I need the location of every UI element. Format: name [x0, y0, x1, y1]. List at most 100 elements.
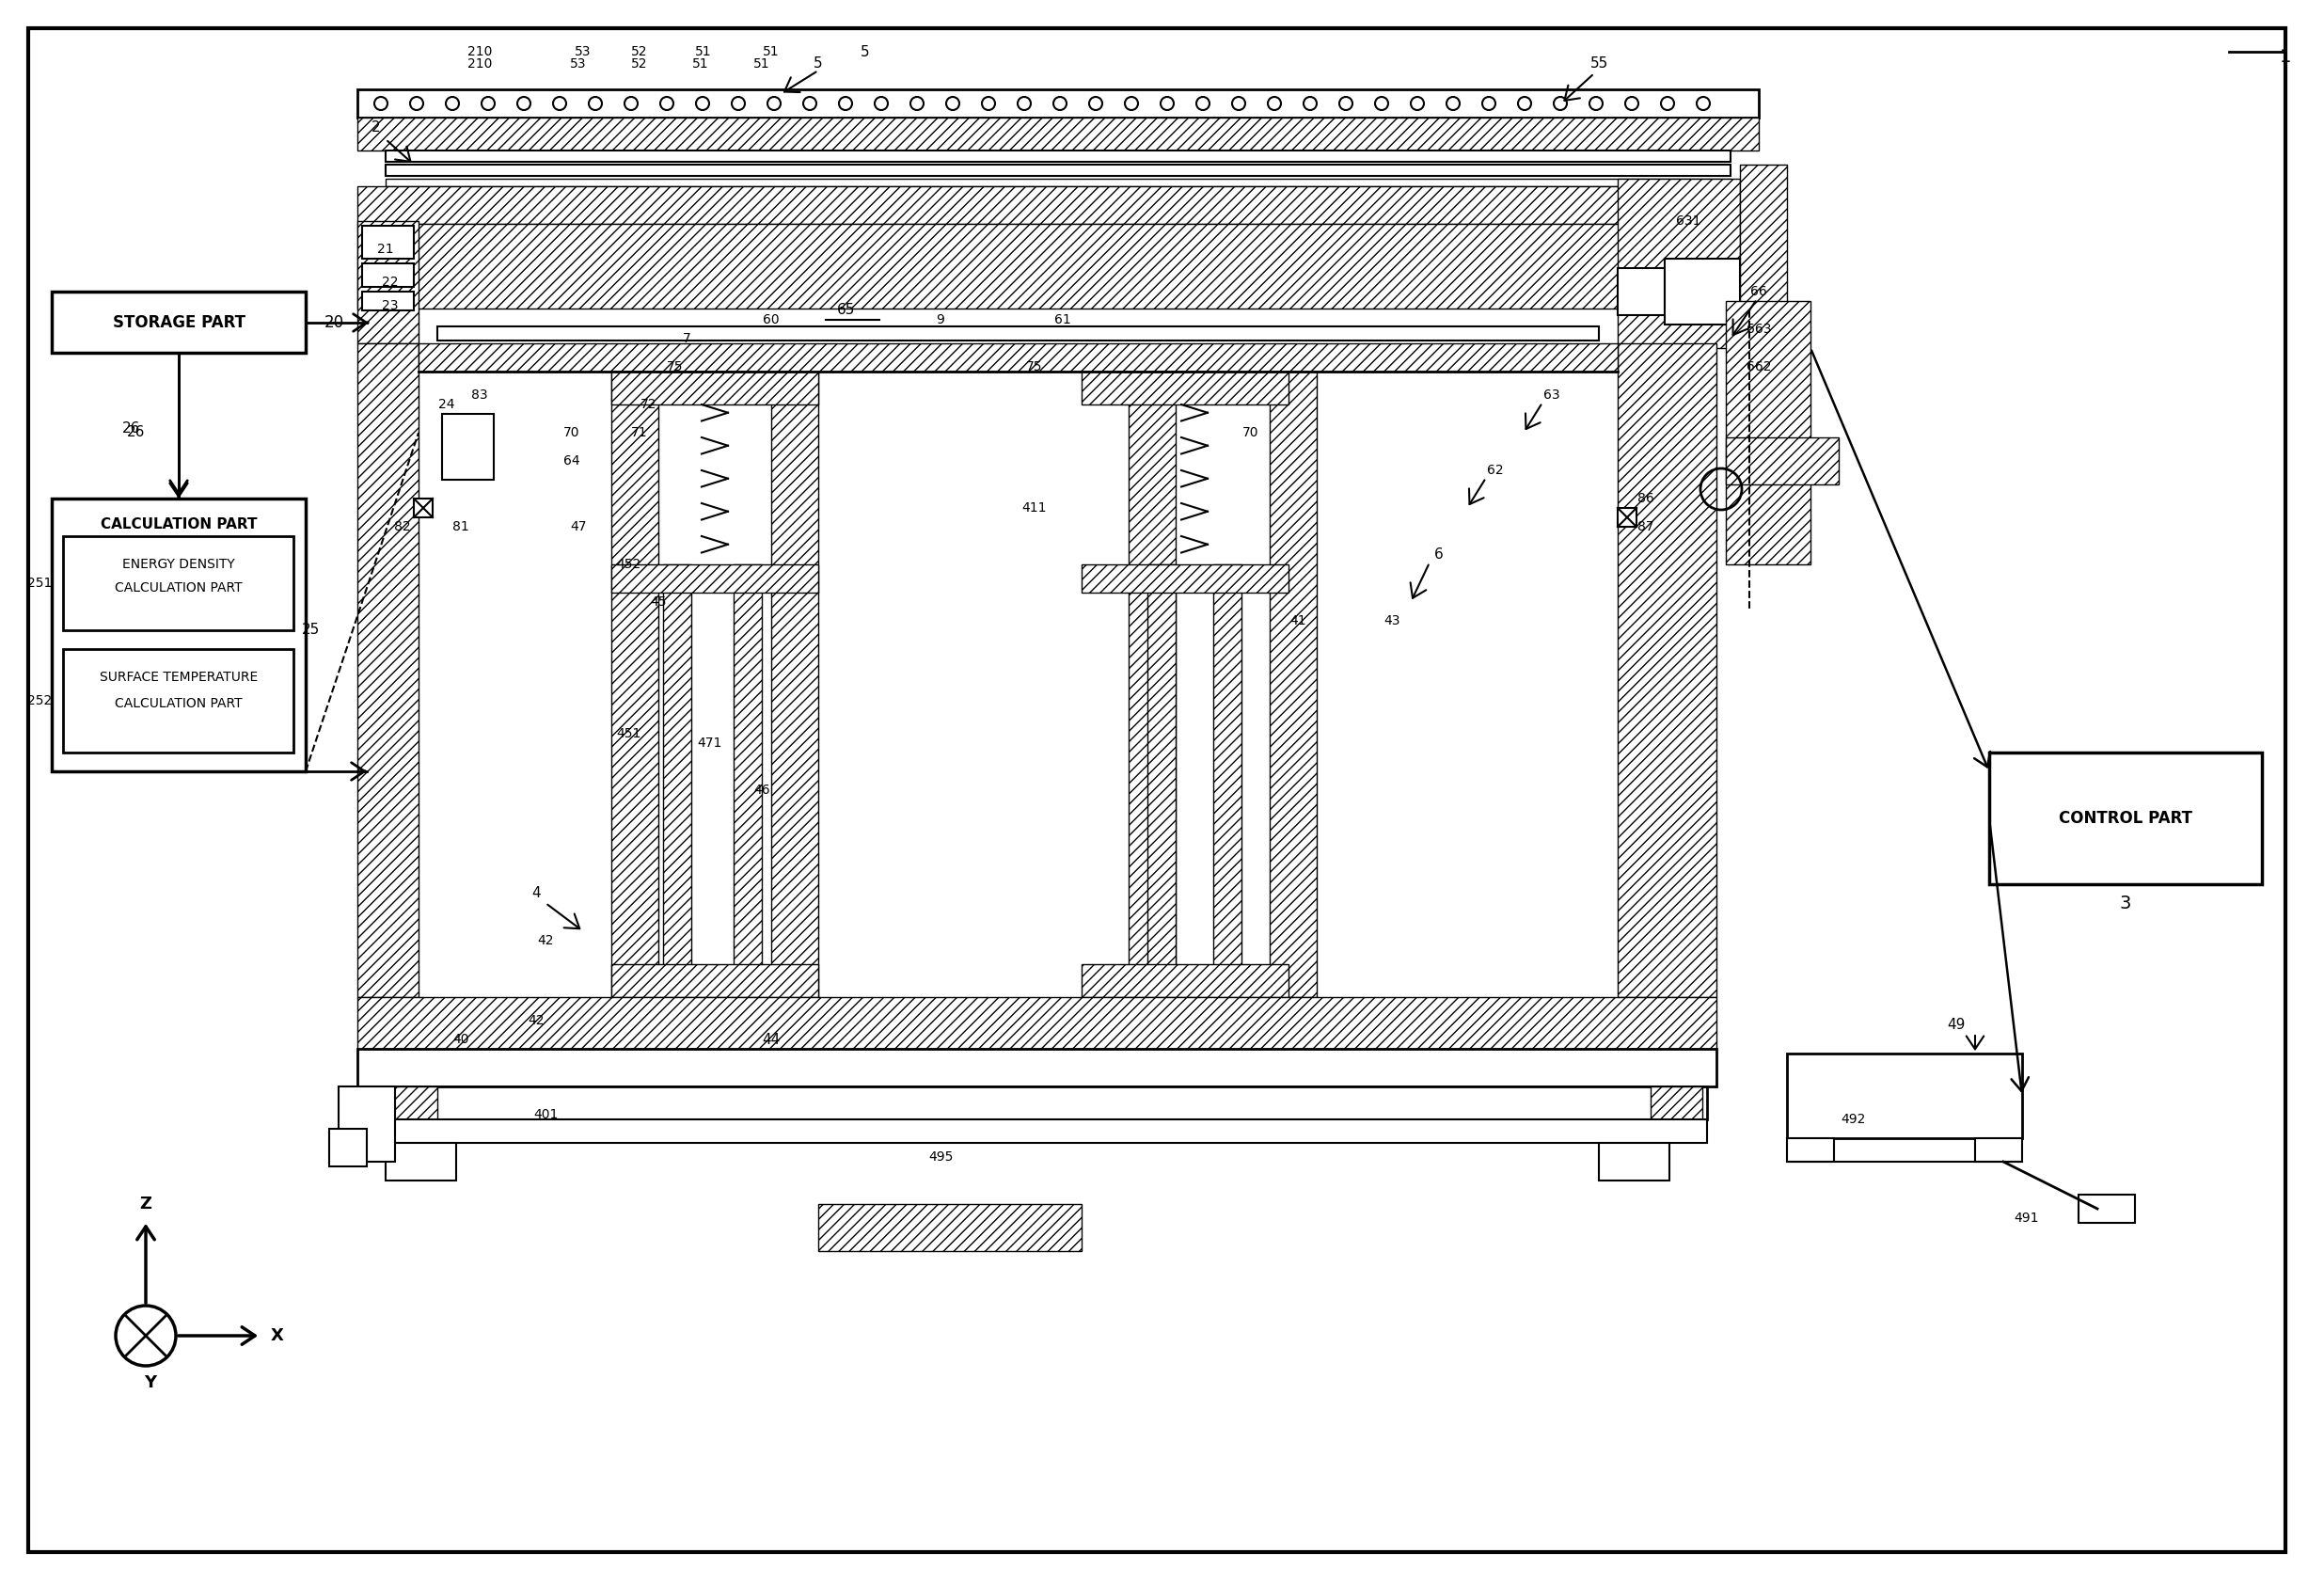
Text: 5: 5	[860, 44, 869, 59]
Text: 24: 24	[439, 398, 456, 411]
Text: X: X	[272, 1327, 284, 1344]
Bar	[1650, 1086, 1701, 1119]
Text: ENERGY DENSITY: ENERGY DENSITY	[123, 558, 235, 571]
Text: 452: 452	[616, 558, 641, 571]
Text: 6: 6	[1434, 548, 1443, 563]
Bar	[330, 1129, 367, 1167]
Bar	[662, 564, 690, 978]
Bar	[386, 179, 1731, 187]
Bar	[2078, 1195, 2136, 1224]
Text: SURFACE TEMPERATURE: SURFACE TEMPERATURE	[100, 670, 258, 683]
Bar	[358, 117, 1759, 151]
Bar	[418, 344, 1618, 371]
Text: 1: 1	[2280, 48, 2291, 65]
Text: 662: 662	[1745, 360, 1771, 374]
Text: 65: 65	[837, 303, 855, 317]
Text: 62: 62	[1487, 464, 1504, 477]
Bar	[358, 89, 1759, 117]
Text: 70: 70	[565, 426, 581, 439]
Bar	[611, 564, 818, 593]
Text: 86: 86	[1638, 491, 1655, 506]
Bar	[1081, 964, 1287, 997]
Text: 53: 53	[574, 44, 590, 59]
Bar	[1129, 371, 1176, 997]
Text: 43: 43	[1383, 615, 1399, 628]
Text: 75: 75	[667, 360, 683, 374]
Text: 51: 51	[693, 57, 709, 71]
Text: 81: 81	[453, 520, 469, 533]
Text: 663: 663	[1745, 323, 1771, 336]
Text: 51: 51	[753, 57, 769, 71]
Text: 55: 55	[1590, 57, 1608, 71]
Bar	[386, 1143, 456, 1181]
Text: STORAGE PART: STORAGE PART	[112, 314, 244, 331]
Bar	[437, 327, 1599, 341]
Bar	[1975, 1138, 2022, 1162]
Bar	[1741, 165, 1787, 353]
Text: 63: 63	[1543, 388, 1559, 401]
Text: 66: 66	[1750, 285, 1766, 298]
Bar	[1618, 344, 1717, 997]
Text: 42: 42	[537, 934, 553, 948]
Bar	[51, 499, 307, 772]
Text: 451: 451	[616, 728, 641, 740]
Bar	[363, 263, 414, 287]
Text: CALCULATION PART: CALCULATION PART	[114, 697, 242, 710]
Text: 7: 7	[683, 331, 690, 346]
Text: 9: 9	[937, 314, 944, 327]
Bar	[1787, 1138, 1834, 1162]
Bar	[1081, 371, 1287, 404]
Bar	[1213, 564, 1241, 978]
Text: 210: 210	[467, 57, 493, 71]
Text: 20: 20	[323, 314, 344, 331]
Bar	[611, 371, 658, 997]
Text: 64: 64	[562, 455, 581, 468]
Bar	[1664, 258, 1741, 325]
Text: CONTROL PART: CONTROL PART	[2059, 810, 2192, 827]
Bar	[734, 564, 762, 978]
Text: 44: 44	[762, 1032, 781, 1046]
Text: 87: 87	[1638, 520, 1655, 533]
Text: 492: 492	[1841, 1113, 1866, 1125]
Text: 70: 70	[1243, 426, 1260, 439]
Text: 21: 21	[376, 243, 393, 255]
Bar	[442, 414, 493, 480]
Bar	[772, 371, 818, 997]
Text: 40: 40	[453, 1033, 469, 1046]
Bar	[1081, 564, 1287, 593]
Bar	[1618, 179, 1741, 349]
Text: 72: 72	[641, 398, 658, 411]
Text: 75: 75	[1027, 360, 1043, 374]
Bar	[386, 1086, 1708, 1119]
Text: CALCULATION PART: CALCULATION PART	[100, 518, 258, 533]
Bar	[386, 1086, 437, 1119]
Bar	[358, 220, 418, 344]
Text: 46: 46	[753, 783, 769, 797]
Text: 26: 26	[123, 422, 142, 434]
Bar	[1148, 564, 1176, 978]
Text: CALCULATION PART: CALCULATION PART	[114, 582, 242, 594]
Bar	[363, 225, 414, 258]
Text: 52: 52	[632, 57, 648, 71]
Bar	[358, 344, 418, 997]
Text: 61: 61	[1055, 314, 1071, 327]
Bar	[386, 1119, 1708, 1143]
Bar	[414, 499, 432, 517]
Text: 23: 23	[381, 300, 397, 312]
Text: 49: 49	[1948, 1018, 1966, 1032]
Text: 82: 82	[395, 520, 411, 533]
Bar	[611, 964, 818, 997]
Bar	[1989, 753, 2261, 884]
Text: 471: 471	[697, 737, 723, 750]
Text: 210: 210	[467, 44, 493, 59]
Text: 22: 22	[381, 276, 397, 288]
Text: 60: 60	[762, 314, 779, 327]
Text: 411: 411	[1023, 501, 1048, 515]
Bar	[358, 187, 1759, 223]
Bar	[358, 1049, 1717, 1086]
Bar	[358, 223, 1759, 309]
Bar	[386, 151, 1731, 162]
Text: 401: 401	[532, 1108, 558, 1121]
Bar	[1599, 1143, 1669, 1181]
Text: 491: 491	[2015, 1211, 2038, 1225]
